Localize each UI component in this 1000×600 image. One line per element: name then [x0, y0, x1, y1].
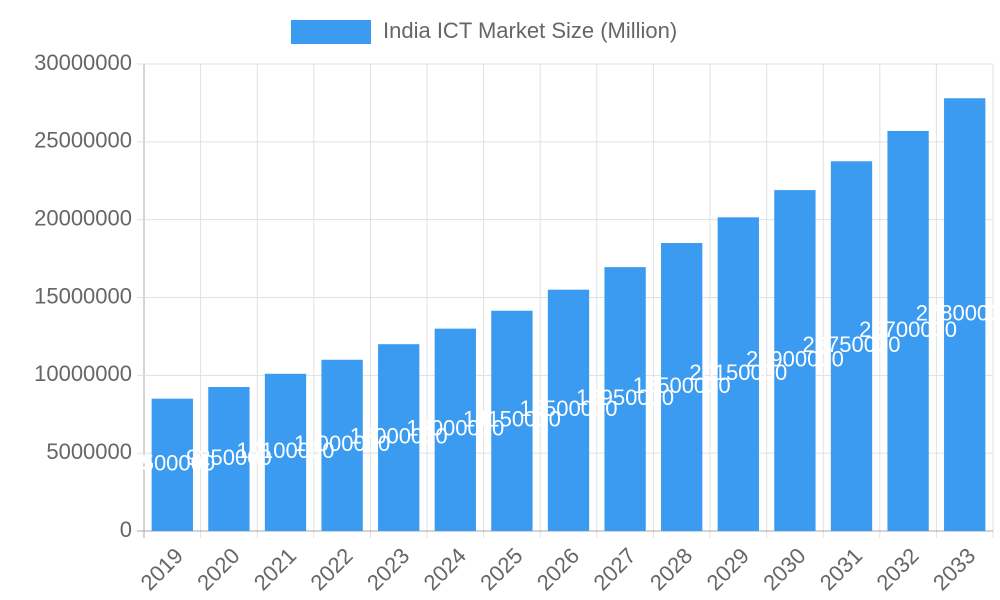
x-tick-label: 2033	[928, 543, 980, 595]
data-label: 23750000	[803, 332, 901, 357]
bar	[151, 398, 193, 531]
y-tick-label: 25000000	[34, 128, 132, 153]
x-tick-label: 2029	[702, 543, 754, 595]
data-label: 13000000	[406, 416, 504, 441]
bar	[491, 310, 533, 531]
bar	[717, 217, 759, 531]
data-label: 8500000	[129, 451, 215, 476]
bar	[774, 190, 816, 531]
x-tick-label: 2021	[249, 543, 301, 595]
y-tick-label: 30000000	[34, 50, 132, 75]
legend-swatch	[291, 20, 371, 44]
data-label: 27800000	[916, 300, 1000, 325]
x-tick-label: 2026	[532, 543, 584, 595]
bar	[661, 243, 703, 531]
bar	[378, 344, 420, 531]
data-label: 20150000	[689, 360, 787, 385]
y-tick-label: 5000000	[46, 439, 132, 464]
bar	[944, 98, 986, 531]
bar	[887, 130, 929, 532]
x-tick-label: 2020	[192, 543, 244, 595]
bar	[321, 359, 363, 531]
x-tick-label: 2022	[305, 543, 357, 595]
x-tick-label: 2025	[475, 543, 527, 595]
data-label: 14150000	[463, 407, 561, 432]
data-label: 18500000	[633, 373, 731, 398]
y-tick-label: 20000000	[34, 205, 132, 230]
x-tick-label: 2019	[136, 543, 188, 595]
bar	[434, 328, 476, 531]
bar	[830, 161, 873, 531]
data-label: 16950000	[576, 385, 674, 410]
bar	[604, 267, 646, 531]
legend-label: India ICT Market Size (Million)	[383, 18, 677, 43]
data-label: 9250000	[186, 445, 272, 470]
bar	[547, 289, 590, 531]
y-tick-label: 10000000	[34, 361, 132, 386]
data-label: 25700000	[859, 317, 957, 342]
data-label: 11000000	[294, 431, 390, 456]
data-label: 12000000	[350, 423, 448, 448]
y-tick-label: 0	[120, 517, 132, 542]
x-tick-label: 2030	[758, 543, 810, 595]
data-label: 15500000	[520, 396, 618, 421]
data-label: 10100000	[237, 438, 335, 463]
x-tick-label: 2032	[871, 543, 923, 595]
x-tick-label: 2024	[419, 543, 471, 595]
data-label: 21900000	[746, 346, 844, 371]
x-tick-label: 2027	[588, 543, 640, 595]
y-tick-label: 15000000	[34, 283, 132, 308]
x-tick-label: 2023	[362, 543, 414, 595]
x-tick-label: 2031	[815, 543, 867, 595]
bar	[264, 373, 307, 531]
bar	[208, 387, 250, 531]
x-tick-label: 2028	[645, 543, 697, 595]
